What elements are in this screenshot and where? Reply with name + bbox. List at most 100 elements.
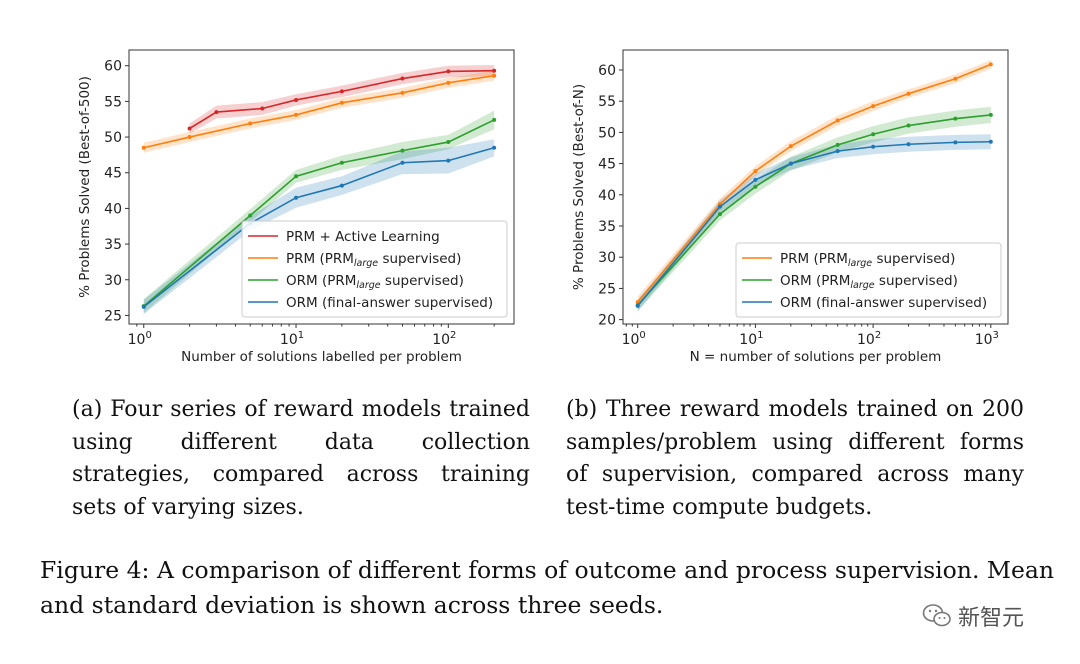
data-point	[835, 118, 840, 123]
std-band	[637, 134, 991, 312]
data-point	[446, 158, 451, 163]
data-point	[214, 110, 219, 115]
caption-b: (b) Three reward models trained on 200 s…	[566, 397, 1024, 520]
y-tick-label: 45	[104, 166, 122, 182]
data-point	[953, 140, 958, 145]
legend-label: ORM (final-answer supervised)	[286, 295, 493, 311]
x-axis-label: Number of solutions labelled per problem	[181, 349, 462, 365]
watermark-text: 新智元	[958, 606, 1025, 631]
data-point	[294, 112, 299, 117]
data-point	[988, 139, 993, 144]
y-tick-label: 55	[598, 94, 616, 110]
data-point	[187, 135, 192, 140]
data-point	[988, 62, 993, 67]
std-band	[143, 139, 495, 315]
y-axis-label: % Problems Solved (Best-of-N)	[571, 84, 587, 290]
watermark: 新智元	[922, 600, 1024, 632]
y-tick-label: 40	[598, 188, 616, 204]
plot-frame	[622, 49, 1009, 325]
y-tick-label: 60	[598, 63, 616, 79]
std-band	[143, 110, 495, 314]
data-point	[906, 123, 911, 128]
data-point	[400, 160, 405, 165]
y-tick-label: 30	[598, 250, 616, 266]
data-point	[988, 112, 993, 117]
x-tick-label: 102	[432, 330, 456, 348]
y-tick-label: 50	[104, 130, 122, 146]
x-axis-label: N = number of solutions per problem	[690, 349, 942, 365]
caption-a: (a) Four series of reward models trained…	[72, 397, 530, 520]
series-line-orange	[143, 74, 495, 149]
y-tick-label: 60	[104, 59, 122, 75]
y-tick-label: 50	[598, 125, 616, 141]
data-point	[835, 149, 840, 154]
legend-label: ORM (PRMlarge supervised)	[286, 273, 464, 291]
x-tick-label: 100	[128, 330, 152, 348]
x-tick-label: 103	[975, 330, 999, 348]
data-point	[248, 213, 253, 218]
data-point	[294, 195, 299, 200]
y-tick-label: 40	[104, 201, 122, 217]
data-point	[400, 148, 405, 153]
data-point	[446, 80, 451, 85]
data-point	[141, 304, 146, 309]
legend	[735, 242, 1002, 318]
data-point	[788, 144, 793, 149]
y-tick-label: 35	[104, 237, 122, 253]
y-tick-label: 45	[598, 157, 616, 173]
data-point	[788, 161, 793, 166]
legend	[241, 220, 508, 318]
data-point	[717, 212, 722, 217]
data-point	[400, 90, 405, 95]
x-tick-label: 102	[857, 330, 881, 348]
y-tick-label: 35	[598, 219, 616, 235]
data-point	[339, 183, 344, 188]
y-tick-label: 25	[598, 281, 616, 297]
legend-label: ORM (PRMlarge supervised)	[780, 273, 958, 291]
data-point	[717, 204, 722, 209]
legend-label: PRM (PRMlarge supervised)	[780, 251, 955, 269]
data-point	[339, 100, 344, 105]
x-tick-label: 100	[622, 330, 646, 348]
data-point	[753, 177, 758, 182]
data-point	[635, 303, 640, 308]
x-tick-label: 101	[280, 330, 304, 348]
data-point	[400, 76, 405, 81]
data-point	[141, 145, 146, 150]
data-point	[753, 169, 758, 174]
data-point	[953, 116, 958, 121]
data-point	[446, 140, 451, 145]
data-point	[871, 144, 876, 149]
data-point	[906, 91, 911, 96]
figure-caption: Figure 4: A comparison of different form…	[40, 556, 1054, 619]
data-point	[446, 69, 451, 74]
data-point	[492, 117, 497, 122]
data-point	[294, 174, 299, 179]
data-point	[871, 104, 876, 109]
data-point	[906, 142, 911, 147]
data-point	[339, 89, 344, 94]
plot-frame	[128, 49, 515, 325]
legend-label: ORM (final-answer supervised)	[780, 295, 987, 311]
data-point	[187, 126, 192, 131]
x-tick-label: 101	[739, 330, 763, 348]
data-point	[248, 121, 253, 126]
data-point	[492, 73, 497, 78]
y-tick-label: 20	[598, 313, 616, 329]
wechat-icon	[922, 604, 951, 627]
legend-label: PRM + Active Learning	[286, 229, 440, 245]
data-point	[753, 184, 758, 189]
data-point	[953, 76, 958, 81]
data-point	[492, 68, 497, 73]
chart-b: 20 25 30 35 40 45 50 55 60 100 101 102 103 N = number…	[571, 49, 1009, 365]
std-band	[637, 106, 991, 311]
data-point	[835, 142, 840, 147]
data-point	[260, 106, 265, 111]
data-point	[294, 97, 299, 102]
y-axis-label: % Problems Solved (Best-of-500)	[77, 76, 93, 298]
y-tick-label: 30	[104, 273, 122, 289]
legend-label: PRM (PRMlarge supervised)	[286, 251, 461, 269]
data-point	[492, 145, 497, 150]
